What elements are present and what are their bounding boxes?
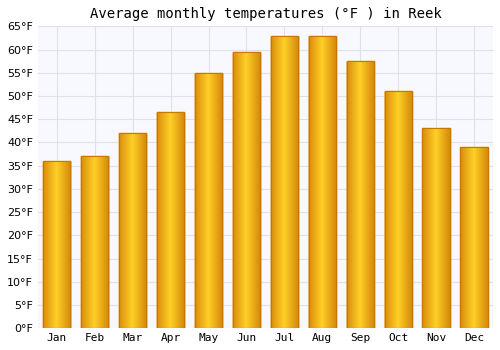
Bar xyxy=(384,91,412,328)
Title: Average monthly temperatures (°F ) in Reek: Average monthly temperatures (°F ) in Re… xyxy=(90,7,442,21)
Bar xyxy=(270,36,298,328)
Bar xyxy=(460,147,487,328)
Bar xyxy=(81,156,108,328)
Bar xyxy=(346,61,374,328)
Bar xyxy=(233,52,260,328)
Bar xyxy=(157,112,184,328)
Bar xyxy=(195,73,222,328)
Bar xyxy=(43,161,70,328)
Bar xyxy=(119,133,146,328)
Bar xyxy=(308,36,336,328)
Bar xyxy=(422,128,450,328)
